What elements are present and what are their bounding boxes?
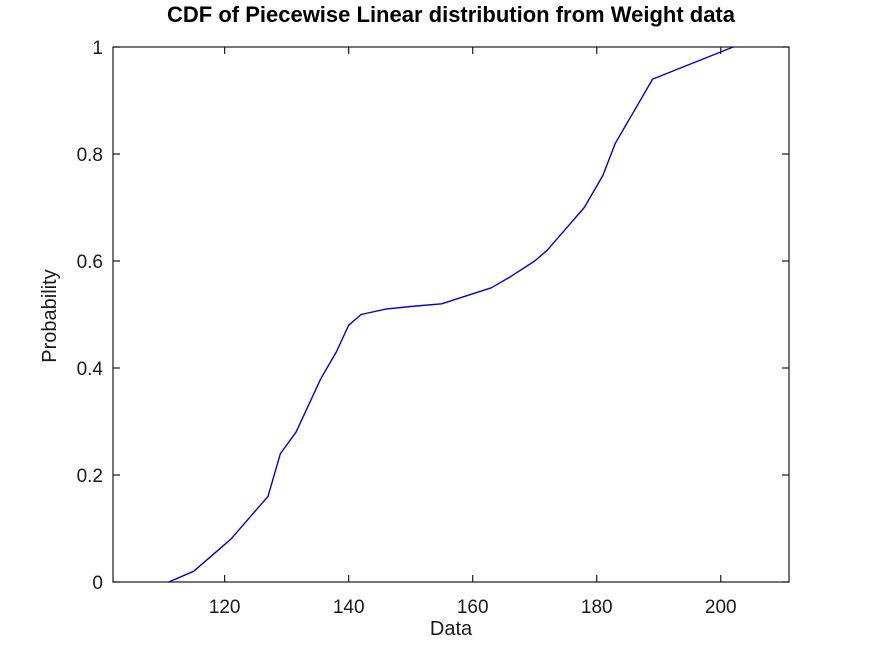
y-tick-label: 1 xyxy=(92,38,103,59)
y-tick-label: 0.4 xyxy=(77,359,104,380)
axes-box xyxy=(112,46,790,583)
y-tick-label: 0.8 xyxy=(77,145,103,166)
x-tick-label: 200 xyxy=(705,597,737,618)
x-tick-label: 160 xyxy=(457,597,489,618)
y-tick-label: 0.6 xyxy=(77,252,103,273)
cdf-line xyxy=(168,46,734,583)
x-axis-label: Data xyxy=(429,618,473,640)
chart-title: CDF of Piecewise Linear distribution fro… xyxy=(167,2,735,27)
y-tick-label: 0 xyxy=(92,573,103,594)
x-tick-label: 180 xyxy=(581,597,613,618)
x-tick-label: 140 xyxy=(333,597,365,618)
y-tick-label: 0.2 xyxy=(77,466,103,487)
x-tick-label: 120 xyxy=(209,597,241,618)
